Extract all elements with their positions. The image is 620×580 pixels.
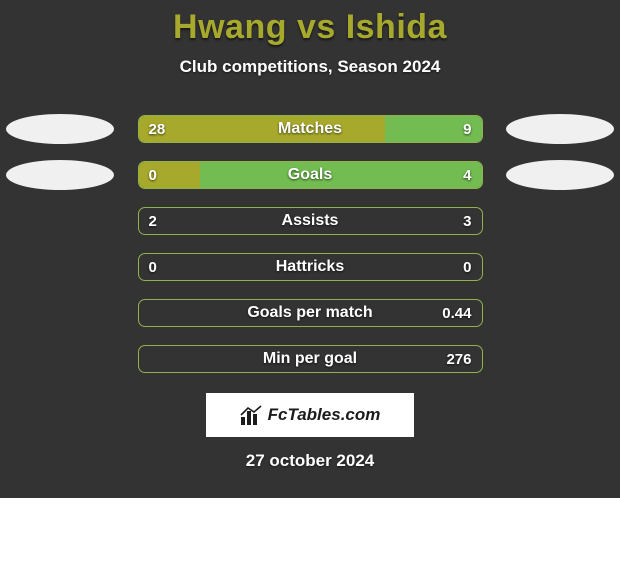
team-left-ellipse <box>6 160 114 190</box>
stat-value-left: 0 <box>149 254 157 280</box>
stat-bar: 04Goals <box>138 161 483 189</box>
stat-value-right: 0 <box>463 254 471 280</box>
bar-fill-right <box>385 116 481 142</box>
bar-fill-left <box>139 116 386 142</box>
team-left-ellipse <box>6 114 114 144</box>
team-right-ellipse <box>506 160 614 190</box>
stat-label: Goals per match <box>139 300 482 326</box>
stat-bar: 0.44Goals per match <box>138 299 483 327</box>
brand-text: FcTables.com <box>268 405 381 425</box>
subtitle: Club competitions, Season 2024 <box>0 57 620 77</box>
stat-row: 0 0Hattricks <box>0 253 620 281</box>
comparison-panel: Hwang vs Ishida Club competitions, Seaso… <box>0 0 620 498</box>
stat-row: 276Min per goal <box>0 345 620 373</box>
stat-value-right: 276 <box>446 346 471 372</box>
bar-fill-left <box>139 162 201 188</box>
stat-value-right: 3 <box>463 208 471 234</box>
brand-badge: FcTables.com <box>206 393 414 437</box>
stat-bar: 276Min per goal <box>138 345 483 373</box>
stat-bar: 2 3Assists <box>138 207 483 235</box>
stat-bar: 289Matches <box>138 115 483 143</box>
date-text: 27 october 2024 <box>0 451 620 471</box>
stat-row: 0.44Goals per match <box>0 299 620 327</box>
team-right-ellipse <box>506 114 614 144</box>
bars-icon <box>240 405 262 425</box>
stat-label: Assists <box>139 208 482 234</box>
stat-label: Hattricks <box>139 254 482 280</box>
stat-row: 289Matches <box>0 115 620 143</box>
stat-bar: 0 0Hattricks <box>138 253 483 281</box>
stat-row: 04Goals <box>0 161 620 189</box>
stat-value-right: 0.44 <box>442 300 471 326</box>
stat-value-left: 2 <box>149 208 157 234</box>
stat-row: 2 3Assists <box>0 207 620 235</box>
stats-rows: 289Matches 04Goals 2 3Assists 0 0Hattricks 0.4… <box>0 115 620 373</box>
bar-fill-right <box>200 162 481 188</box>
page-title: Hwang vs Ishida <box>0 0 620 47</box>
stat-label: Min per goal <box>139 346 482 372</box>
